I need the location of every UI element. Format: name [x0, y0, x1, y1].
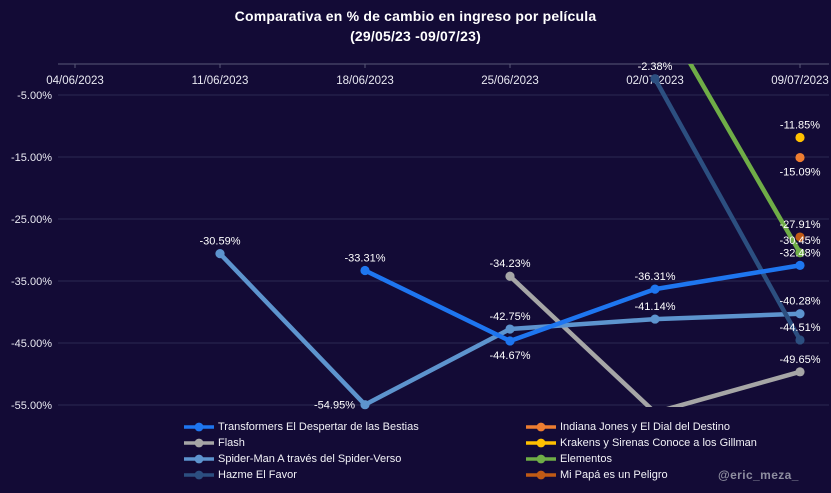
legend-marker-icon — [184, 422, 214, 431]
watermark-handle: @eric_meza_ — [718, 468, 799, 482]
y-axis-label: -15.00% — [11, 152, 52, 164]
data-label: -2.38% — [638, 61, 673, 73]
legend-row: Transformers El Despertar de las Bestias… — [183, 419, 823, 434]
legend-label: Spider-Man A través del Spider-Verso — [218, 452, 402, 465]
data-label: -27.91% — [780, 219, 821, 231]
legend-label: Transformers El Despertar de las Bestias — [218, 420, 419, 433]
data-label: -54.95% — [314, 400, 355, 412]
data-label: -32.48% — [780, 247, 821, 259]
series-lines-group — [217, 64, 803, 407]
data-point-marker — [505, 324, 515, 334]
data-label: -44.67% — [490, 350, 531, 362]
data-point-marker — [795, 367, 805, 377]
legend-label: Hazme El Favor — [218, 468, 297, 481]
chart-title-block: Comparativa en % de cambio en ingreso po… — [0, 8, 831, 44]
legend-marker-icon — [184, 438, 214, 447]
data-point-marker — [650, 74, 660, 84]
data-label: -30.59% — [200, 236, 241, 248]
data-point-marker — [505, 271, 515, 281]
data-point-marker — [650, 314, 660, 324]
y-axis-label: -55.00% — [11, 400, 52, 412]
x-axis-label: 18/06/2023 — [336, 75, 394, 87]
data-point-marker — [795, 309, 805, 319]
data-label: -41.14% — [635, 301, 676, 313]
x-axis-label: 11/06/2023 — [192, 75, 249, 87]
legend-marker-icon — [526, 438, 556, 447]
chart-subtitle: (29/05/23 -09/07/23) — [350, 28, 481, 44]
data-point-marker — [360, 400, 370, 410]
data-point-marker — [650, 284, 660, 294]
y-axis-label: -35.00% — [11, 276, 52, 288]
legend-label: Indiana Jones y El Dial del Destino — [560, 420, 730, 433]
legend-label: Mi Papá es un Peligro — [560, 468, 668, 481]
legend-row: Spider-Man A través del Spider-Verso Elem… — [183, 451, 823, 466]
legend-row: Flash Krakens y Sirenas Conoce a los Gill… — [183, 435, 823, 450]
data-point-marker — [505, 336, 515, 346]
series-line — [652, 76, 803, 343]
chart-legend: Transformers El Despertar de las Bestias… — [183, 419, 823, 482]
legend-row: Hazme El Favor Mi Papá es un Peligro — [183, 467, 823, 482]
data-point-marker — [215, 249, 225, 259]
y-axis-label: -25.00% — [11, 214, 52, 226]
data-label: -44.51% — [780, 322, 821, 334]
data-point-marker — [795, 260, 805, 270]
data-label: -15.09% — [780, 167, 821, 179]
legend-marker-icon — [184, 470, 214, 479]
legend-marker-icon — [184, 454, 214, 463]
legend-item: Hazme El Favor — [183, 469, 525, 481]
legend-item: Spider-Man A través del Spider-Verso — [183, 453, 525, 465]
legend-label: Krakens y Sirenas Conoce a los Gillman — [560, 436, 757, 449]
x-axis-label: 25/06/2023 — [481, 75, 539, 87]
legend-label: Elementos — [560, 452, 612, 465]
x-axis-label: 04/06/2023 — [46, 75, 104, 87]
legend-item: Indiana Jones y El Dial del Destino — [525, 421, 730, 433]
data-label: -34.23% — [490, 258, 531, 270]
data-label: -30.45% — [780, 235, 821, 247]
data-label: -36.31% — [635, 271, 676, 283]
legend-item: Transformers El Despertar de las Bestias — [183, 421, 525, 433]
series-line — [687, 64, 803, 256]
legend-item: Elementos — [525, 453, 612, 465]
data-label: -33.31% — [345, 253, 386, 265]
data-label: -42.75% — [490, 311, 531, 323]
data-point-marker — [795, 132, 805, 143]
x-axis-label: 09/07/2023 — [771, 75, 829, 87]
data-point-marker — [360, 265, 370, 276]
data-point-marker — [795, 335, 805, 345]
legend-marker-icon — [526, 470, 556, 479]
y-axis-label: -45.00% — [11, 338, 52, 350]
y-axis-label: -5.00% — [17, 90, 52, 102]
series-line — [362, 263, 803, 344]
data-point-marker — [795, 248, 805, 258]
data-point-marker — [795, 152, 805, 163]
data-label: -40.28% — [780, 296, 821, 308]
legend-item: Mi Papá es un Peligro — [525, 469, 668, 481]
data-label: -11.85% — [780, 119, 820, 131]
series-line — [507, 273, 803, 407]
data-label: -49.65% — [780, 354, 821, 366]
legend-marker-icon — [526, 454, 556, 463]
legend-marker-icon — [526, 422, 556, 431]
chart-title: Comparativa en % de cambio en ingreso po… — [234, 8, 597, 24]
legend-item: Krakens y Sirenas Conoce a los Gillman — [525, 437, 757, 449]
legend-item: Flash — [183, 437, 525, 449]
data-point-marker — [795, 232, 805, 242]
legend-label: Flash — [218, 436, 245, 449]
